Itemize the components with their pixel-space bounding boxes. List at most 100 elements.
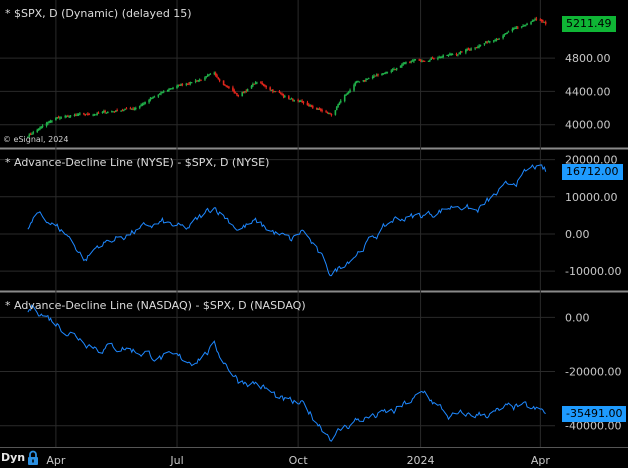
candle-body bbox=[302, 101, 305, 103]
dynamic-mode-label[interactable]: Dyn bbox=[1, 451, 26, 464]
y-tick-label: 0.00 bbox=[565, 228, 590, 241]
candle-body bbox=[253, 83, 256, 85]
candle-body bbox=[455, 53, 458, 55]
lock-icon[interactable] bbox=[27, 450, 39, 466]
candle-body bbox=[353, 84, 355, 91]
candle-body bbox=[76, 114, 78, 116]
candle-body bbox=[176, 85, 178, 89]
candle-body bbox=[216, 74, 218, 78]
candle-body bbox=[343, 95, 346, 102]
candle-body bbox=[477, 47, 479, 49]
candle-body bbox=[196, 80, 198, 82]
nasdaq-ad-last-value-badge: -35491.00 bbox=[562, 405, 627, 422]
candle-body bbox=[317, 109, 319, 111]
candle-body bbox=[124, 108, 126, 110]
candle-body bbox=[391, 69, 394, 71]
candle-body bbox=[385, 71, 387, 74]
candle-body bbox=[93, 114, 96, 116]
candle-body bbox=[270, 89, 273, 91]
time-axis-label: Apr bbox=[531, 454, 551, 467]
candle-body bbox=[250, 85, 253, 89]
candle-body bbox=[516, 27, 519, 29]
candle-body bbox=[418, 59, 421, 61]
candle-body bbox=[442, 55, 445, 57]
candle-body bbox=[241, 92, 244, 97]
candle-body bbox=[520, 26, 523, 28]
candle-body bbox=[122, 109, 125, 111]
candle-body bbox=[29, 134, 32, 136]
candle-body bbox=[402, 63, 405, 65]
candle-body bbox=[32, 132, 35, 134]
candle-body bbox=[429, 59, 431, 61]
candle-body bbox=[181, 84, 184, 86]
candle-body bbox=[457, 54, 459, 56]
candle-body bbox=[120, 110, 122, 112]
candle-body bbox=[447, 54, 450, 56]
candle-body bbox=[438, 57, 441, 59]
candle-body bbox=[121, 110, 124, 112]
candle-body bbox=[161, 92, 164, 94]
candle-body bbox=[544, 21, 547, 24]
candle-body bbox=[157, 94, 160, 97]
candle-body bbox=[338, 102, 341, 105]
candle-body bbox=[346, 92, 349, 95]
candle-body bbox=[185, 83, 188, 85]
candle-body bbox=[311, 106, 314, 108]
candle-body bbox=[152, 97, 154, 99]
candle-body bbox=[280, 93, 282, 95]
candle-body bbox=[504, 33, 507, 35]
candle-body bbox=[446, 54, 448, 56]
candle-body bbox=[205, 76, 208, 78]
candle-body bbox=[103, 111, 105, 113]
candle-body bbox=[166, 89, 169, 92]
candle-body bbox=[95, 114, 97, 116]
candle-body bbox=[531, 21, 534, 23]
time-axis-label: 2024 bbox=[407, 454, 435, 467]
candle-body bbox=[237, 95, 240, 97]
candle-body bbox=[540, 19, 543, 22]
candle-body bbox=[59, 117, 61, 119]
candle-body bbox=[466, 49, 468, 51]
candle-body bbox=[377, 74, 379, 76]
candle-body bbox=[363, 80, 366, 82]
candle-body bbox=[319, 109, 322, 111]
candle-body bbox=[75, 114, 77, 116]
candle-body bbox=[224, 84, 226, 86]
candle-body bbox=[134, 108, 137, 110]
candle-body bbox=[427, 60, 430, 62]
candle-body bbox=[104, 110, 106, 113]
candle-body bbox=[222, 80, 225, 85]
candle-body bbox=[149, 98, 152, 100]
y-tick-label: -10000.00 bbox=[565, 265, 621, 278]
candle-body bbox=[84, 114, 86, 116]
candle-body bbox=[214, 72, 217, 75]
candle-body bbox=[339, 100, 342, 103]
candle-body bbox=[401, 64, 403, 67]
candle-body bbox=[450, 54, 452, 56]
candle-body bbox=[150, 97, 153, 99]
candle-body bbox=[543, 21, 546, 23]
advance-decline-line bbox=[27, 304, 546, 442]
candle-body bbox=[307, 104, 310, 106]
candle-body bbox=[293, 100, 295, 102]
candle-body bbox=[92, 114, 94, 116]
candle-body bbox=[325, 111, 327, 113]
candle-body bbox=[439, 57, 442, 59]
candle-body bbox=[498, 38, 500, 40]
candle-body bbox=[177, 84, 180, 86]
candle-body bbox=[138, 106, 141, 108]
candle-body bbox=[390, 70, 393, 72]
candle-body bbox=[189, 82, 192, 84]
candle-body bbox=[256, 82, 258, 84]
candle-body bbox=[281, 93, 283, 96]
candle-body bbox=[254, 82, 257, 85]
candle-body bbox=[272, 89, 274, 92]
candle-body bbox=[330, 114, 333, 116]
candle-body bbox=[515, 27, 518, 29]
candle-body bbox=[144, 101, 146, 105]
candle-body bbox=[329, 113, 331, 115]
candle-body bbox=[354, 82, 357, 85]
candle-body bbox=[365, 79, 367, 81]
candle-body bbox=[409, 62, 411, 64]
